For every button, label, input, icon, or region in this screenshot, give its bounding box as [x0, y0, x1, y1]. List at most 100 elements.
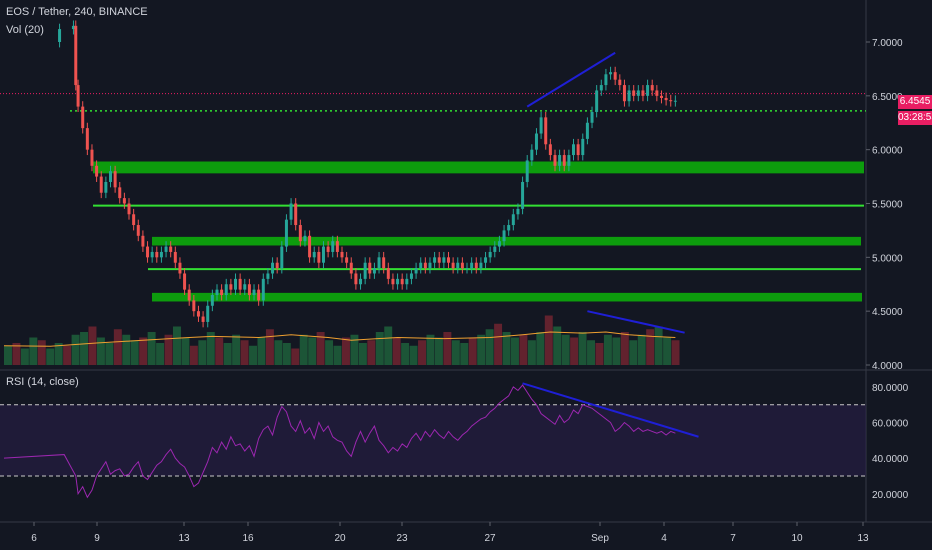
candle-body [183, 273, 187, 290]
volume-bar [468, 337, 477, 365]
candle-body [377, 257, 381, 269]
volume-bar [147, 332, 156, 365]
volume-bar [587, 340, 595, 365]
volume-bar [308, 337, 317, 365]
current-price-label: 6.4545 [898, 95, 932, 109]
candle-body [146, 246, 150, 258]
volume-bar [139, 337, 148, 365]
volume-bar [333, 345, 342, 365]
candle-body [659, 95, 663, 98]
candle-body [544, 117, 548, 145]
candle-body [252, 289, 256, 296]
volume-bar [418, 340, 426, 365]
candle-body [372, 268, 376, 274]
volume-bar [46, 348, 55, 365]
candle-body [326, 246, 330, 252]
candle-body [354, 273, 358, 285]
volume-bar [350, 334, 359, 365]
volume-bar [156, 343, 165, 365]
candle-body [479, 262, 483, 269]
candle-body [488, 251, 492, 258]
volume-indicator-label: Vol (20) [6, 24, 44, 36]
candle-body [335, 241, 339, 252]
candle-body [474, 262, 478, 269]
candle-body [187, 289, 191, 301]
volume-bar [20, 348, 29, 365]
candle-body [275, 262, 279, 269]
volume-bar [181, 337, 190, 365]
candle-body [493, 246, 497, 252]
volume-bar [570, 337, 579, 365]
time-tick-label: Sep [591, 533, 609, 544]
volume-bar [274, 340, 283, 365]
volume-bar [434, 337, 443, 365]
volume-bar [325, 340, 334, 365]
candle-body [331, 241, 335, 252]
volume-bar [620, 332, 629, 365]
volume-bar [29, 337, 38, 365]
volume-bar [409, 345, 418, 365]
volume-bar [164, 334, 173, 365]
candle-body [632, 90, 636, 96]
volume-bar [612, 337, 621, 365]
candle-body [113, 171, 117, 188]
candle-body [294, 203, 298, 226]
rsi-indicator-label: RSI (14, close) [6, 376, 79, 388]
candle-body [451, 262, 455, 269]
volume-bar [257, 337, 266, 365]
candle-body [280, 246, 284, 269]
volume-bar [80, 332, 88, 365]
volume-bar [443, 332, 452, 365]
candle-body [136, 225, 140, 236]
candle-body [534, 133, 538, 150]
time-tick-label: 9 [94, 533, 100, 544]
candle-body [423, 262, 427, 269]
candle-body [368, 262, 372, 274]
candle-body [562, 155, 566, 166]
volume-bar [265, 329, 274, 365]
candle-body [585, 122, 589, 139]
candle-body [247, 284, 251, 296]
volume-bar [629, 340, 638, 365]
volume-bar [206, 332, 215, 365]
volume-bar [358, 343, 367, 365]
candle-body [321, 246, 325, 263]
volume-bar [232, 334, 241, 365]
volume-bar [299, 334, 308, 365]
candle-body [521, 181, 525, 209]
candle-body [539, 117, 543, 134]
time-tick-label: 27 [484, 533, 496, 544]
candle-body [196, 311, 200, 317]
volume-bar [494, 323, 503, 365]
candle-body [641, 90, 645, 96]
candle-body [164, 246, 168, 252]
volume-bar [603, 334, 612, 365]
volume-bar [63, 345, 72, 365]
support-zone [152, 236, 861, 246]
candle-body [576, 144, 580, 156]
volume-bar [527, 340, 536, 365]
candle-body [572, 144, 576, 156]
rsi-trendline [522, 382, 699, 438]
volume-bar [553, 326, 562, 365]
candle-body [210, 295, 214, 306]
candle-body [303, 235, 307, 242]
volume-bar [536, 332, 545, 365]
candle-body [122, 198, 126, 204]
candle-body [530, 149, 534, 161]
countdown-label: 03:28:53 [898, 111, 932, 125]
time-tick-label: 13 [857, 533, 869, 544]
candle-body [446, 257, 450, 263]
volume-bar [671, 340, 680, 365]
candle-body [669, 100, 673, 102]
candle-body [141, 235, 145, 247]
volume-bar [401, 343, 410, 365]
time-tick-label: 16 [242, 533, 254, 544]
candle-body [118, 187, 122, 199]
candle-body [257, 289, 261, 301]
candle-body [201, 316, 205, 322]
candle-body [433, 257, 437, 263]
volume-bar [282, 343, 291, 365]
candle-body [284, 219, 288, 247]
volume-bar [122, 334, 131, 365]
